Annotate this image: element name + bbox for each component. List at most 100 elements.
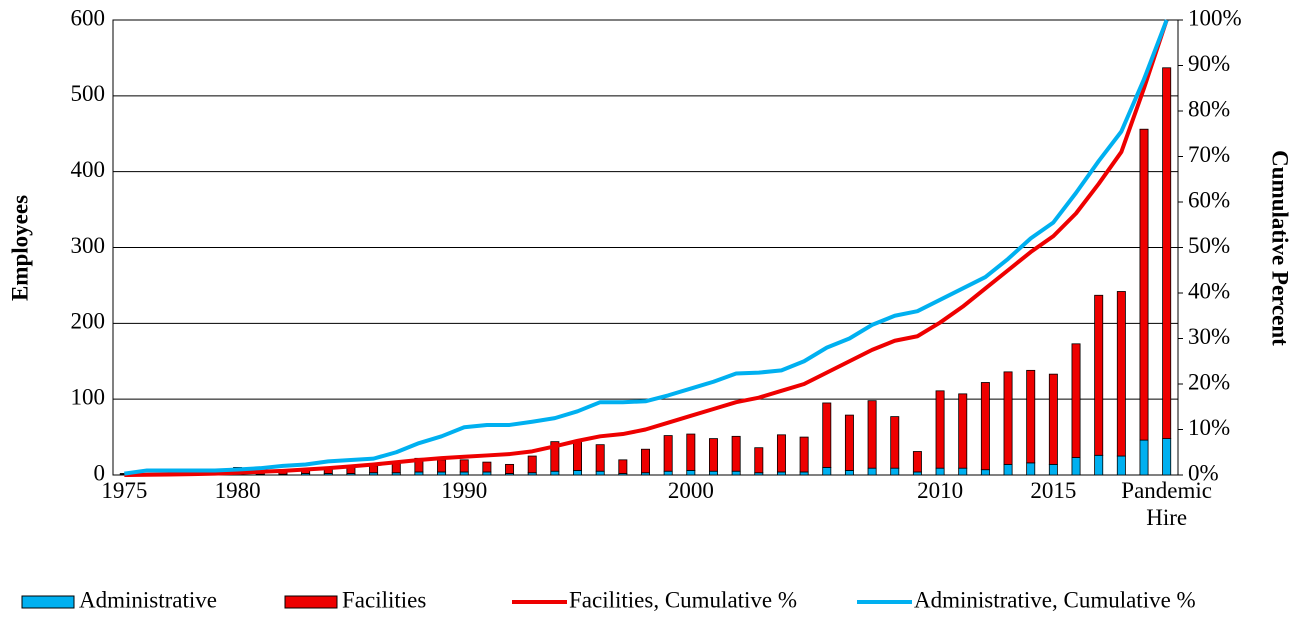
bar	[980, 469, 990, 476]
bar	[867, 467, 877, 476]
bar	[799, 471, 809, 476]
y2-tick-label: 70%	[1188, 142, 1230, 167]
bar	[912, 471, 922, 476]
bar	[776, 471, 786, 476]
bar	[573, 440, 583, 471]
bar	[663, 435, 673, 472]
line	[124, 19, 1169, 476]
y-tick-label: 300	[71, 233, 106, 258]
bar	[1003, 463, 1013, 476]
x-tick-label: 1975	[101, 478, 148, 503]
bar	[414, 471, 424, 476]
bar	[1071, 343, 1081, 458]
bar	[731, 470, 741, 476]
y2-tick-label: 30%	[1188, 324, 1230, 349]
y-tick-label: 600	[71, 5, 106, 30]
bar	[550, 470, 560, 476]
y2-tick-label: 50%	[1188, 233, 1230, 258]
bar	[459, 459, 469, 473]
bar	[437, 459, 447, 473]
bar	[709, 438, 718, 472]
bar	[1071, 457, 1081, 476]
y2-tick-label: 80%	[1188, 96, 1230, 121]
bar	[595, 444, 605, 472]
legend-swatch	[284, 595, 338, 609]
y-tick-label: 100	[71, 384, 106, 409]
bar	[595, 470, 605, 476]
bar	[709, 470, 718, 476]
y-tick-label: 500	[71, 81, 106, 106]
y-tick-label: 200	[71, 309, 106, 334]
y2-tick-label: 40%	[1188, 278, 1230, 303]
bar	[844, 414, 854, 471]
y2-axis-label: Cumulative Percent	[1268, 150, 1293, 346]
legend-label: Facilities, Cumulative %	[569, 587, 797, 612]
bar	[731, 435, 741, 472]
bar	[505, 463, 515, 474]
x-tick-label: 2000	[667, 478, 714, 503]
bar	[958, 467, 968, 476]
bar	[550, 441, 560, 472]
bar	[686, 433, 696, 471]
legend-label: Facilities	[342, 587, 426, 612]
bar	[1139, 128, 1149, 441]
bar	[1094, 454, 1104, 476]
y2-tick-label: 90%	[1188, 51, 1230, 76]
x-tick-label: 1980	[214, 478, 261, 503]
bar	[618, 459, 628, 474]
y-tick-label: 0	[94, 460, 106, 485]
y-axis-label: Employees	[7, 195, 32, 301]
bar	[776, 434, 786, 473]
bar	[369, 465, 379, 474]
y2-tick-label: 10%	[1188, 415, 1230, 440]
bar	[980, 382, 990, 471]
x-tick-label: 2010	[917, 478, 964, 503]
bar	[527, 455, 537, 474]
bar	[1162, 67, 1172, 440]
bar	[822, 402, 832, 468]
bar	[1162, 438, 1172, 476]
bar	[1048, 463, 1058, 476]
bar	[799, 436, 809, 473]
legend-swatch	[21, 595, 75, 609]
bar	[754, 447, 764, 474]
bar	[935, 390, 945, 469]
bar	[391, 463, 401, 474]
bar	[1003, 371, 1013, 465]
y2-tick-label: 100%	[1188, 5, 1242, 30]
bar	[1116, 455, 1126, 476]
bar	[686, 470, 696, 476]
y2-tick-label: 0%	[1188, 460, 1219, 485]
line	[124, 19, 1169, 477]
bar	[482, 471, 492, 476]
bar	[437, 471, 447, 476]
bar	[935, 467, 945, 476]
bar	[663, 470, 673, 476]
y2-tick-label: 60%	[1188, 187, 1230, 212]
bar	[1026, 462, 1036, 476]
bar	[844, 470, 854, 476]
bar	[958, 393, 968, 469]
bar	[890, 467, 900, 476]
legend-label: Administrative, Cumulative %	[914, 587, 1196, 612]
x-tick-label: 1990	[441, 478, 488, 503]
bar	[1026, 369, 1036, 464]
bar	[1139, 439, 1149, 476]
bar	[459, 471, 469, 476]
y2-tick-label: 20%	[1188, 369, 1230, 394]
bar	[641, 448, 650, 474]
bar	[912, 451, 922, 473]
x-tick-label: Pandemic Hire	[1121, 478, 1212, 530]
bar	[867, 400, 877, 469]
legend-label: Administrative	[79, 587, 217, 612]
bar	[482, 461, 492, 473]
bar	[1094, 294, 1104, 456]
bar	[890, 416, 900, 469]
x-tick-label: 2015	[1030, 478, 1077, 503]
bar	[822, 467, 832, 476]
y-tick-label: 400	[71, 157, 106, 182]
bar	[1116, 291, 1126, 457]
bar	[573, 470, 583, 476]
